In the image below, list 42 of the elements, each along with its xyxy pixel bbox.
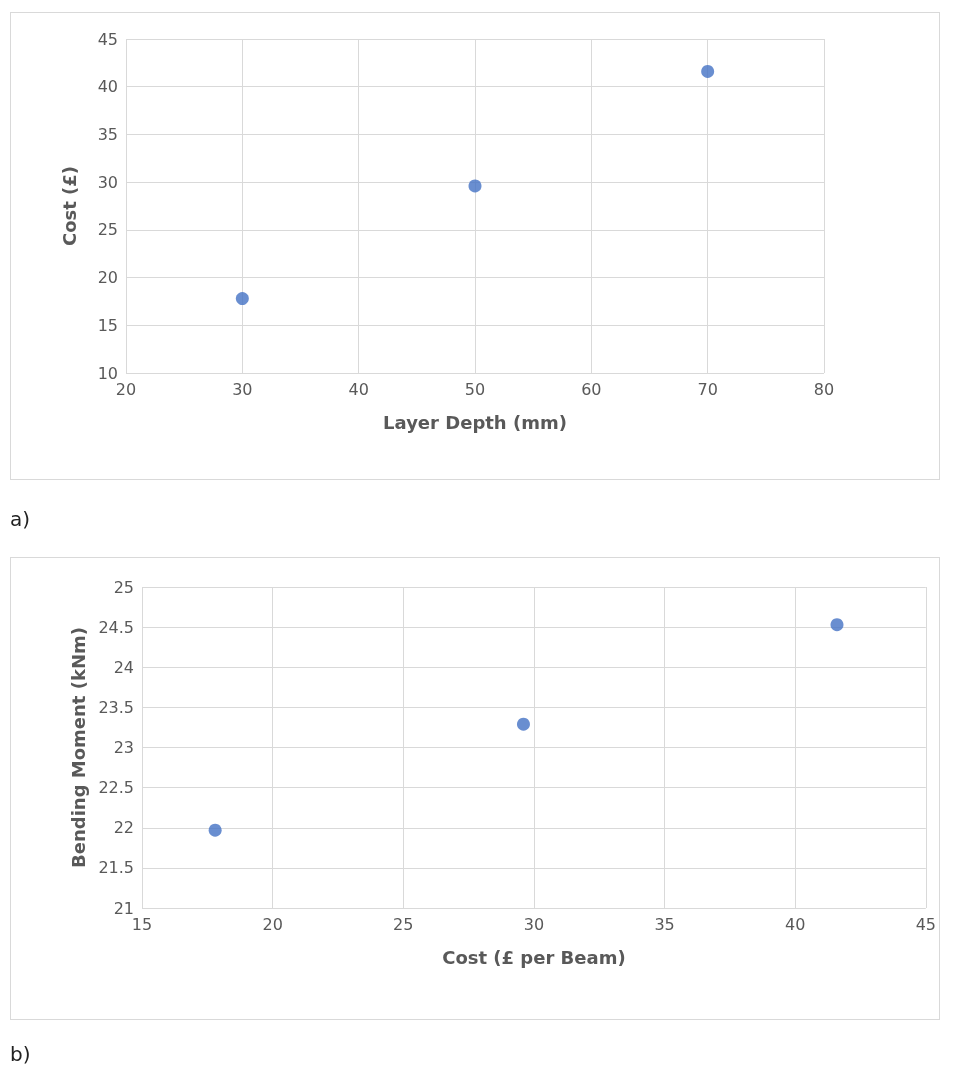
y-tick-label: 22.5: [98, 778, 134, 798]
point: [701, 64, 715, 78]
x-tick-label: 30: [523, 914, 545, 934]
x-tick-label: 40: [785, 914, 806, 934]
y-tick-label: 25: [113, 577, 134, 597]
x-tick-label: 25: [393, 914, 414, 934]
x-tick-label: 35: [654, 914, 675, 934]
x-tick-label: 30: [232, 379, 253, 399]
text: a): [10, 507, 31, 531]
x-tick-label: 15: [131, 914, 153, 934]
y-tick-label: 15: [97, 315, 118, 335]
y-axis-title: Bending Moment (kNm): [67, 627, 89, 868]
y-tick-label: 24: [113, 657, 134, 677]
y-tick-label: 21.5: [98, 858, 134, 878]
y-axis-title: Cost (£): [58, 165, 80, 247]
y-tick-label: 10: [97, 363, 118, 383]
y-tick-label: 25: [97, 220, 118, 240]
point: [516, 717, 530, 731]
point: [468, 179, 482, 193]
y-tick-label: 30: [97, 172, 118, 192]
point: [830, 618, 844, 632]
x-tick-label: 40: [348, 379, 369, 399]
y-tick-label: 45: [97, 29, 118, 49]
y-tick-label: 20: [97, 268, 118, 288]
x-axis-title: Cost (£ per Beam): [442, 946, 626, 968]
y-tick-label: 23.5: [98, 697, 134, 717]
y-tick-label: 22: [113, 818, 134, 838]
x-tick-label: 20: [262, 914, 283, 934]
x-tick-label: 60: [581, 379, 602, 399]
point: [208, 823, 222, 837]
y-tick-label: 35: [97, 124, 118, 144]
x-tick-label: 45: [915, 914, 936, 934]
y-tick-label: 21: [113, 898, 134, 918]
x-axis-title: Layer Depth (mm): [383, 411, 567, 433]
x-tick-label: 70: [697, 379, 718, 399]
x-tick-label: 80: [813, 379, 835, 399]
y-tick-label: 40: [97, 77, 118, 97]
y-tick-label: 24.5: [98, 617, 134, 637]
y-tick-label: 23: [113, 738, 134, 757]
text: b): [10, 1042, 31, 1066]
x-tick-label: 50: [464, 379, 486, 399]
point: [235, 292, 249, 306]
